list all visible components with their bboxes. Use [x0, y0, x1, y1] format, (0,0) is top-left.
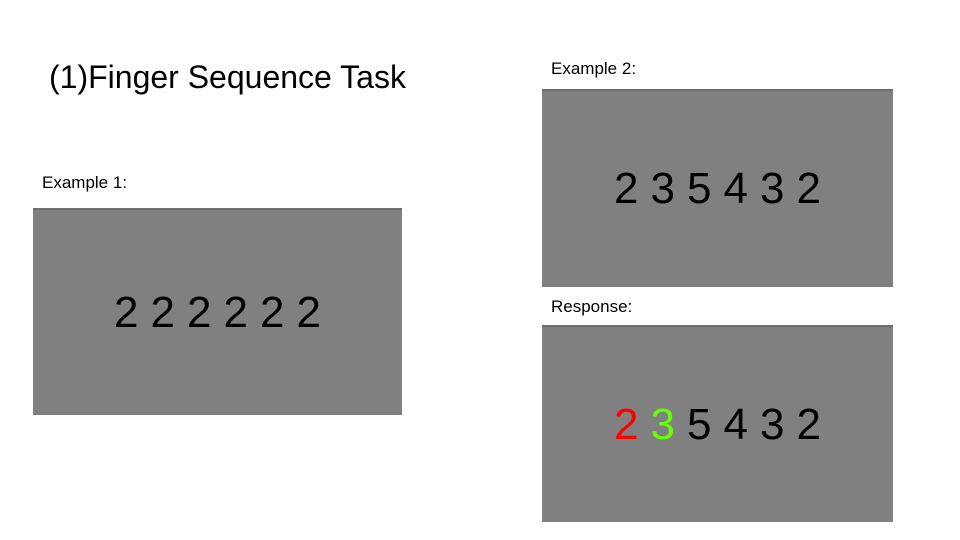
response-digit-incorrect: 2 — [614, 399, 639, 449]
response-digit: 4 — [723, 399, 748, 449]
response-sequence: 2 3 5 4 3 2 — [614, 400, 821, 450]
example-2-sequence: 2 3 5 4 3 2 — [614, 164, 821, 214]
example-1-digit: 2 — [259, 287, 285, 337]
example-2-digit: 4 — [723, 164, 748, 213]
example-1-digit: 2 — [150, 287, 176, 337]
example-2-digit: 5 — [687, 164, 712, 213]
response-digit-correct: 3 — [650, 399, 676, 449]
example-1-digit: 2 — [114, 287, 139, 337]
example-2-label: Example 2: — [551, 59, 637, 78]
response-label: Response: — [551, 297, 633, 316]
example-2-digit: 2 — [614, 164, 639, 213]
response-digit: 5 — [687, 399, 712, 449]
example-2-panel: 2 3 5 4 3 2 — [542, 89, 893, 287]
example-1-label: Example 1: — [42, 173, 128, 192]
example-1-digit: 2 — [223, 287, 248, 337]
example-2-digit: 2 — [796, 164, 821, 213]
example-1-panel: 2 2 2 2 2 2 — [33, 208, 402, 415]
example-2-digit: 3 — [759, 164, 785, 213]
example-1-digit: 2 — [296, 287, 321, 337]
response-digit: 3 — [759, 399, 785, 449]
response-panel: 2 3 5 4 3 2 — [542, 325, 893, 522]
response-digit: 2 — [796, 399, 821, 449]
slide-title: (1)Finger Sequence Task — [49, 59, 406, 95]
example-1-sequence: 2 2 2 2 2 2 — [114, 288, 321, 338]
example-1-digit: 2 — [187, 287, 212, 337]
example-2-digit: 3 — [650, 164, 676, 213]
